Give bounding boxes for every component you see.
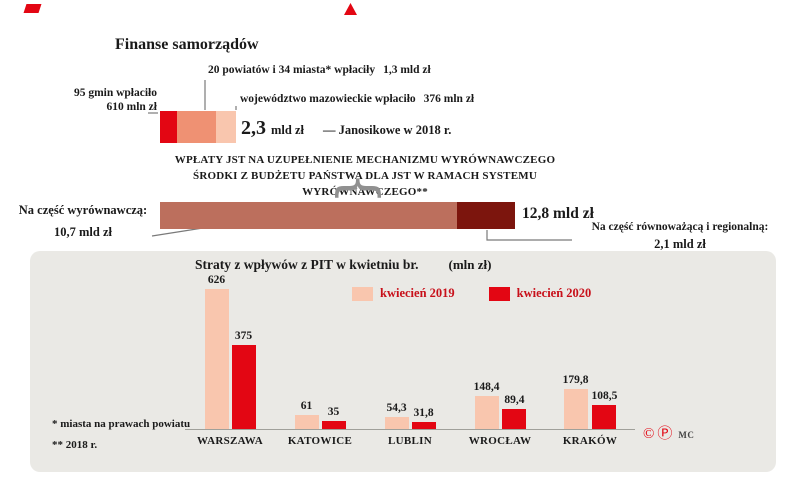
legend-item-2019: kwiecień 2019 (352, 286, 455, 301)
chart-title: Straty z wpływów z PIT w kwietniu br. (m… (195, 257, 491, 273)
bar (384, 417, 409, 429)
label-rownowazaca-value: 2,1 mld zł (654, 237, 706, 251)
bar-wrap: 148,4 (473, 381, 500, 429)
bar (411, 422, 436, 429)
label-wyrownawcza: Na część wyrównawczą: 10,7 mld zł (8, 203, 158, 239)
equalization-total: 12,8 mld zł (522, 205, 594, 222)
bar-value-label: 375 (234, 330, 253, 342)
legend-swatch-2019 (352, 286, 373, 301)
footnote-1: * miasta na prawach powiatu (52, 418, 191, 430)
chart-legend: kwiecień 2019 kwiecień 2020 (352, 286, 591, 301)
bar-wrap: 108,5 (591, 390, 618, 429)
decoration-top-left (23, 4, 42, 13)
chart-unit: (mln zł) (448, 257, 492, 272)
bar-group: 626 375 (185, 274, 275, 429)
equalization-heading: WPŁATY JST NA UZUPEŁNIENIE MECHANIZMU WY… (150, 152, 580, 200)
bar (474, 396, 499, 429)
bar-value-label: 89,4 (504, 394, 525, 406)
bar-wrap: 375 (231, 330, 256, 429)
label-rownowazaca: Na część równoważącą i regionalną: 2,1 m… (565, 220, 795, 251)
label-wojewodztwo-text: województwo mazowieckie wpłaciło (240, 93, 416, 105)
legend-item-2020: kwiecień 2020 (488, 286, 592, 301)
legend-label-2020: kwiecień 2020 (516, 286, 592, 300)
janosikowe-total: 2,3 mld zł — Janosikowe w 2018 r. (241, 117, 451, 140)
bar-value-label: 626 (207, 274, 226, 286)
bar-wrap: 35 (321, 406, 346, 429)
category-label: KRAKÓW (562, 435, 618, 447)
bar-wrap: 61 (294, 400, 319, 429)
bar (321, 421, 346, 429)
janosikowe-bar-segment-wojewodztwo (216, 111, 236, 143)
copyright-icon: © (643, 426, 655, 442)
bar-value-label: 61 (300, 400, 313, 412)
bar-value-label: 35 (327, 406, 340, 418)
label-gminy-value: 610 mln zł (106, 101, 157, 113)
label-powiaty: 20 powiatów i 34 miasta* wpłaciły 1,3 mld… (208, 64, 431, 76)
chart-panel: Straty z wpływów z PIT w kwietniu br. (m… (30, 251, 776, 472)
bar-wrap: 54,3 (384, 402, 409, 429)
bar-value-label: 108,5 (591, 390, 618, 402)
bar-wrap: 626 (204, 274, 229, 429)
page-title: Finanse samorządów (115, 36, 259, 53)
bar-wrap: 179,8 (563, 374, 589, 429)
credits-initials: MC (678, 429, 695, 440)
label-wojewodztwo: województwo mazowieckie wpłaciło 376 mln … (240, 93, 474, 105)
janosikowe-total-unit: mld zł (271, 123, 304, 137)
janosikowe-bar-segment-gminy (160, 111, 177, 143)
equalization-bar (160, 202, 515, 229)
bar (592, 405, 617, 429)
category-label: WROCŁAW (468, 435, 532, 447)
decoration-top-mid (344, 3, 357, 15)
footnote-2: ** 2018 r. (52, 439, 98, 451)
chart-title-text: Straty z wpływów z PIT w kwietniu br. (195, 257, 419, 272)
label-powiaty-value: 1,3 mld zł (383, 64, 431, 76)
label-powiaty-text: 20 powiatów i 34 miasta* wpłaciły (208, 64, 376, 76)
bar-group: 179,8 108,5 (545, 374, 635, 429)
bar-value-label: 179,8 (562, 374, 589, 386)
bar-value-label: 148,4 (473, 381, 500, 393)
credits: © Ⓟ MC (643, 427, 694, 442)
label-gminy-text: 95 gmin wpłaciło (73, 87, 157, 99)
bar-wrap: 89,4 (502, 394, 527, 429)
bar-group: 54,3 31,8 (365, 402, 455, 429)
janosikowe-caption: — Janosikowe w 2018 r. (322, 123, 452, 137)
category-label: WARSZAWA (197, 435, 263, 447)
equalization-heading-line1: WPŁATY JST NA UZUPEŁNIENIE MECHANIZMU WY… (174, 154, 556, 166)
equalization-bar-dark (457, 202, 515, 229)
bar (563, 389, 588, 429)
footnotes: * miasta na prawach powiatu ** 2018 r. (52, 414, 190, 456)
bar (502, 409, 527, 429)
bar-value-label: 54,3 (386, 402, 407, 414)
bar-groups: 626 375 61 35 54,3 31,8 148,4 89,4 179,8 108,5 (185, 272, 635, 430)
janosikowe-bar (160, 111, 236, 143)
category-label: KATOWICE (287, 435, 353, 447)
janosikowe-bar-segment-powiaty (177, 111, 216, 143)
p-circle-icon: Ⓟ (657, 426, 673, 442)
bar-value-label: 31,8 (413, 407, 434, 419)
bar-wrap: 31,8 (411, 407, 436, 429)
bar-group: 61 35 (275, 400, 365, 429)
bar (204, 289, 229, 429)
legend-label-2019: kwiecień 2019 (380, 286, 455, 300)
label-wyrownawcza-text: Na część wyrównawczą: (18, 203, 148, 217)
bar (231, 345, 256, 429)
equalization-bar-main (160, 202, 457, 229)
label-gminy: 95 gmin wpłaciło 610 mln zł (30, 86, 157, 114)
label-wojewodztwo-value: 376 mln zł (423, 93, 475, 105)
legend-swatch-2020 (488, 286, 510, 301)
equalization-heading-line2: ŚRODKI Z BUDŻETU PAŃSTWA DLA JST W RAMAC… (193, 170, 537, 198)
label-wyrownawcza-value: 10,7 mld zł (54, 225, 112, 239)
label-rownowazaca-text: Na część równoważącą i regionalną: (591, 221, 769, 233)
category-label: LUBLIN (388, 435, 432, 447)
bar (294, 415, 319, 429)
category-labels: WARSZAWA KATOWICE LUBLIN WROCŁAW KRAKÓW (185, 435, 635, 447)
janosikowe-total-value: 2,3 (241, 117, 266, 139)
bar-group: 148,4 89,4 (455, 381, 545, 429)
